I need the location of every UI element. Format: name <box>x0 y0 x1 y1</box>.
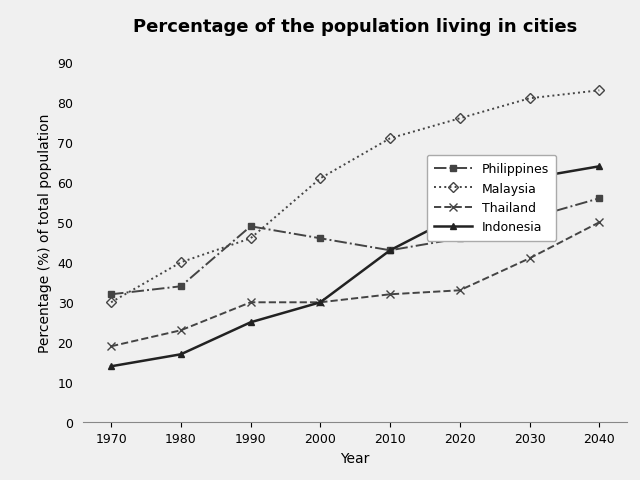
Indonesia <box>317 300 324 306</box>
Indonesia <box>108 364 115 370</box>
Malaysia <box>525 96 533 102</box>
Indonesia <box>247 320 255 325</box>
Indonesia <box>177 352 185 358</box>
Thailand <box>386 292 394 298</box>
X-axis label: Year: Year <box>340 451 370 465</box>
Philippines <box>595 196 603 202</box>
Y-axis label: Percentage (%) of total population: Percentage (%) of total population <box>38 113 52 352</box>
Thailand <box>177 328 185 334</box>
Thailand <box>525 256 533 262</box>
Indonesia <box>386 248 394 253</box>
Malaysia <box>108 300 115 306</box>
Malaysia <box>177 260 185 265</box>
Thailand <box>595 220 603 226</box>
Line: Philippines: Philippines <box>108 195 603 298</box>
Thailand <box>456 288 463 294</box>
Thailand <box>247 300 255 306</box>
Philippines <box>386 248 394 253</box>
Line: Malaysia: Malaysia <box>108 88 603 306</box>
Malaysia <box>456 116 463 122</box>
Philippines <box>317 236 324 241</box>
Philippines <box>108 292 115 298</box>
Line: Indonesia: Indonesia <box>108 164 603 370</box>
Malaysia <box>595 88 603 94</box>
Title: Percentage of the population living in cities: Percentage of the population living in c… <box>133 18 577 36</box>
Thailand <box>108 344 115 349</box>
Legend: Philippines, Malaysia, Thailand, Indonesia: Philippines, Malaysia, Thailand, Indones… <box>427 156 557 241</box>
Indonesia <box>595 164 603 170</box>
Indonesia <box>525 176 533 182</box>
Malaysia <box>247 236 255 241</box>
Philippines <box>456 236 463 241</box>
Philippines <box>177 284 185 289</box>
Indonesia <box>456 212 463 218</box>
Malaysia <box>386 136 394 142</box>
Philippines <box>247 224 255 230</box>
Malaysia <box>317 176 324 182</box>
Philippines <box>525 216 533 222</box>
Line: Thailand: Thailand <box>107 219 604 351</box>
Thailand <box>317 300 324 306</box>
